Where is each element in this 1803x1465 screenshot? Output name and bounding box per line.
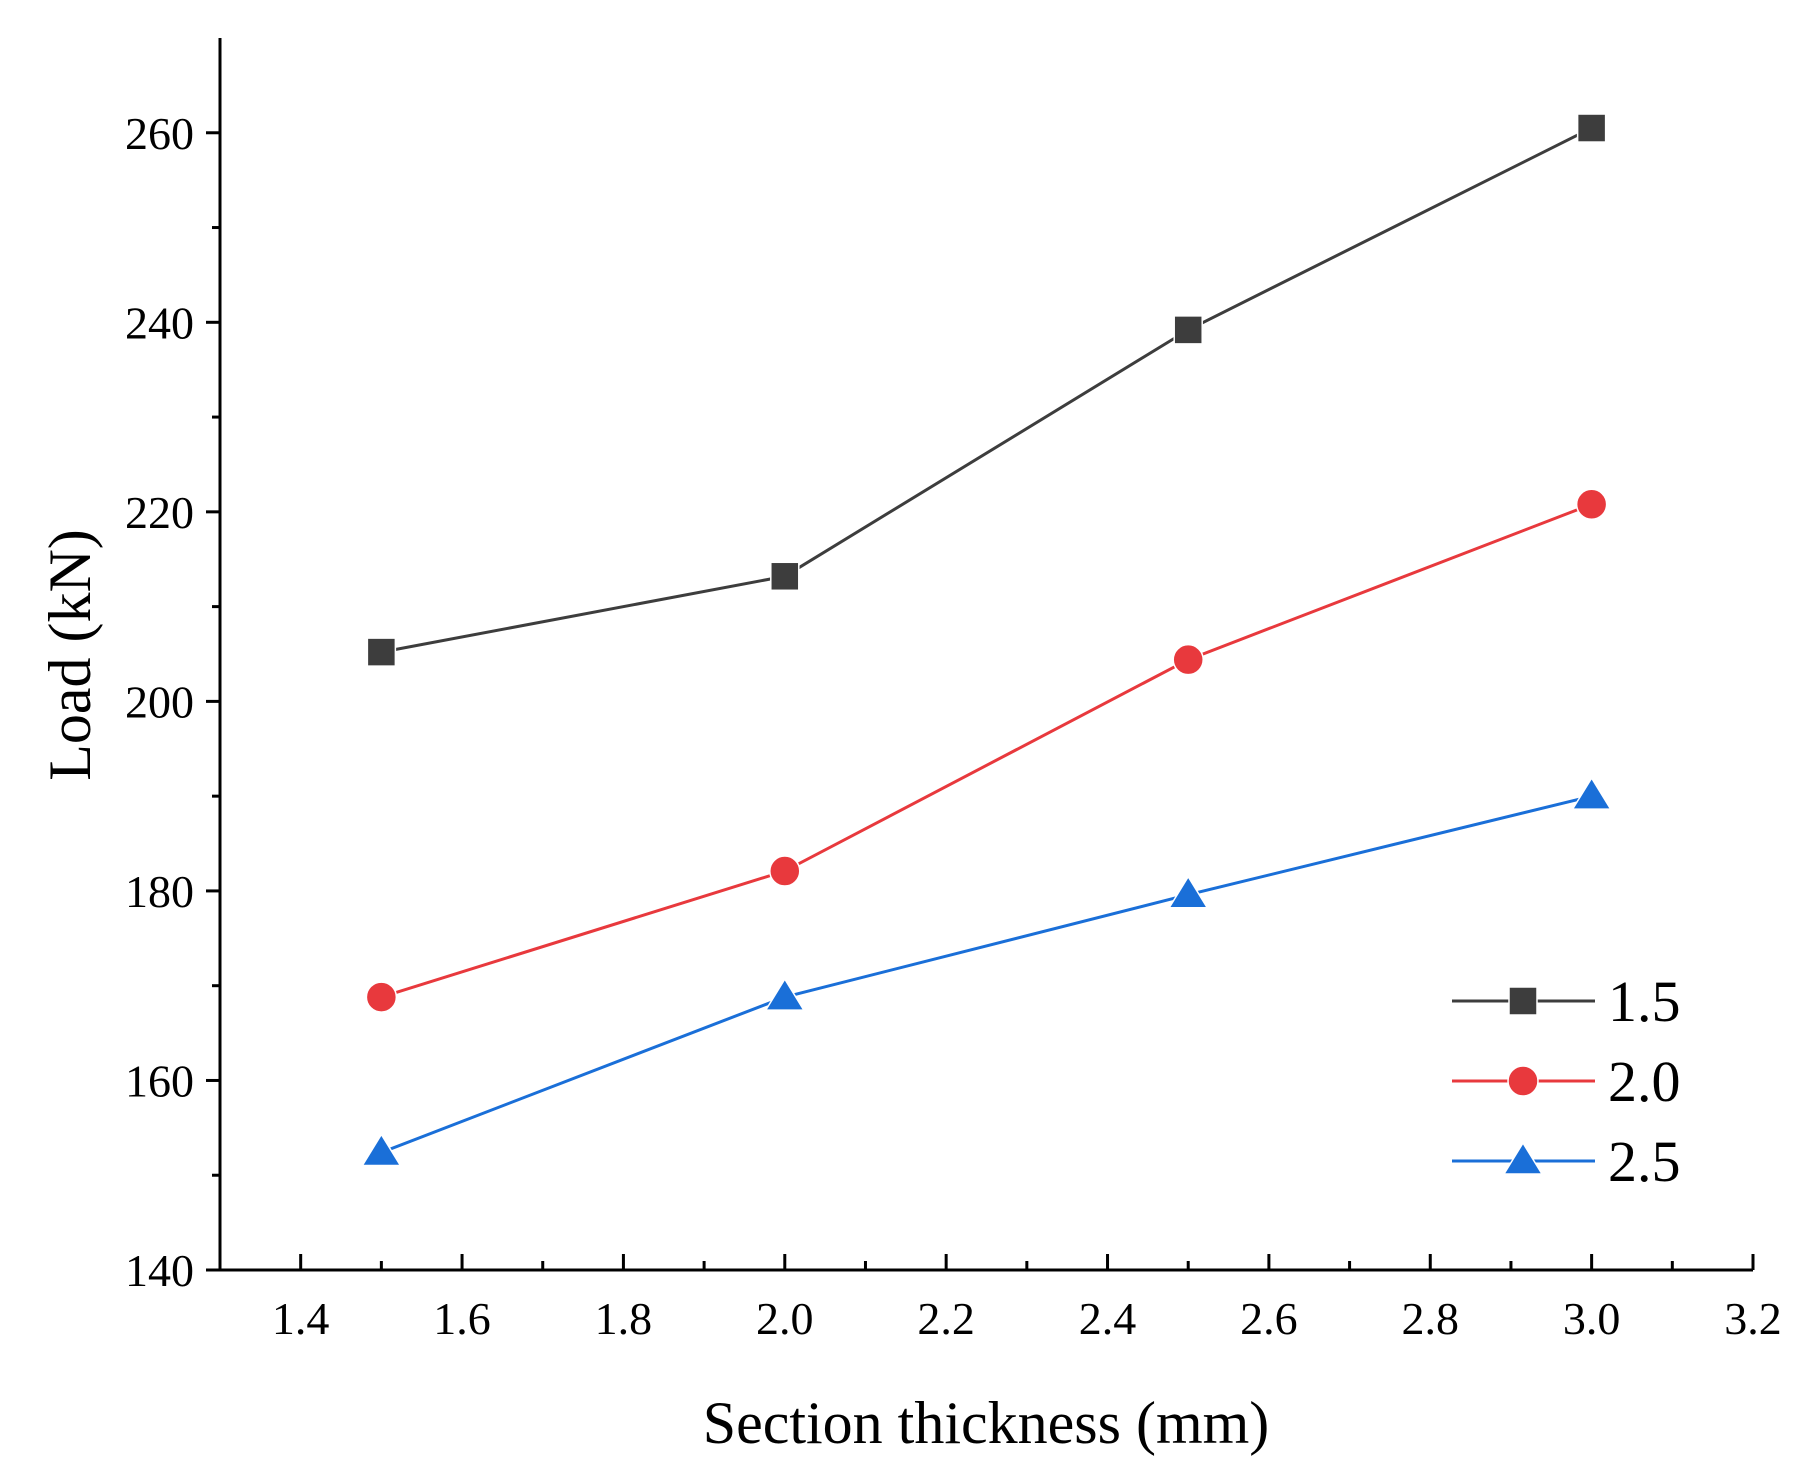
axes [218,38,1753,1272]
y-ticks: 140 160 180 200 220 240 260 [125,108,220,1296]
data-point-2.0 [1172,643,1204,676]
series-group [361,113,1612,1167]
data-point-1.5 [1576,113,1607,143]
x-tick-label: 3.2 [1724,1293,1782,1344]
legend-item-2.5: 2.5 [1452,1129,1681,1194]
x-axis-title: Section thickness (mm) [703,1390,1270,1456]
x-tick-label: 2.8 [1402,1293,1460,1344]
legend-marker [1507,1065,1539,1097]
series-line-2.0 [380,502,1593,999]
series-2.0 [365,488,1608,1013]
legend-label: 2.5 [1608,1129,1681,1194]
x-tick-label: 1.6 [433,1293,491,1344]
legend-item-1.5: 1.5 [1452,969,1681,1034]
legend-label: 1.5 [1608,969,1681,1034]
y-tick-label: 160 [125,1055,194,1106]
legend-label: 2.0 [1608,1049,1681,1114]
x-tick-label: 3.0 [1563,1293,1621,1344]
legend-item-2.0: 2.0 [1452,1049,1681,1114]
y-tick-label: 220 [125,487,194,538]
y-tick-label: 140 [125,1245,194,1296]
x-tick-label: 2.2 [917,1293,975,1344]
x-ticks: 1.4 1.6 1.8 2.0 2.2 2.4 2.6 2.8 3.0 3.2 [272,1254,1782,1344]
legend-marker [1508,986,1538,1016]
y-axis-title: Load (kN) [37,529,103,781]
data-point-2.5 [1167,875,1209,909]
data-point-2.5 [764,977,806,1011]
y-tick-label: 180 [125,866,194,917]
data-point-2.0 [1575,488,1608,521]
data-point-2.5 [1571,776,1612,810]
data-point-1.5 [366,637,397,667]
data-point-1.5 [1173,315,1203,345]
y-tick-label: 260 [125,108,194,159]
data-point-2.0 [769,855,801,887]
data-point-2.0 [365,981,398,1013]
y-tick-label: 240 [125,297,194,348]
y-tick-label: 200 [125,676,194,727]
data-point-2.5 [361,1133,402,1167]
series-line-1.5 [381,126,1593,654]
x-tick-label: 2.6 [1240,1293,1298,1344]
series-1.5 [366,113,1607,667]
legend: 1.5 2.0 2.5 [1452,969,1681,1194]
x-tick-label: 1.4 [272,1293,330,1344]
data-point-1.5 [770,561,800,592]
x-tick-label: 2.4 [1079,1293,1137,1344]
x-tick-label: 2.0 [756,1293,814,1344]
series-2.5 [361,776,1612,1167]
legend-marker [1502,1141,1544,1175]
x-tick-label: 1.8 [595,1293,653,1344]
series-line-2.5 [380,794,1592,1154]
